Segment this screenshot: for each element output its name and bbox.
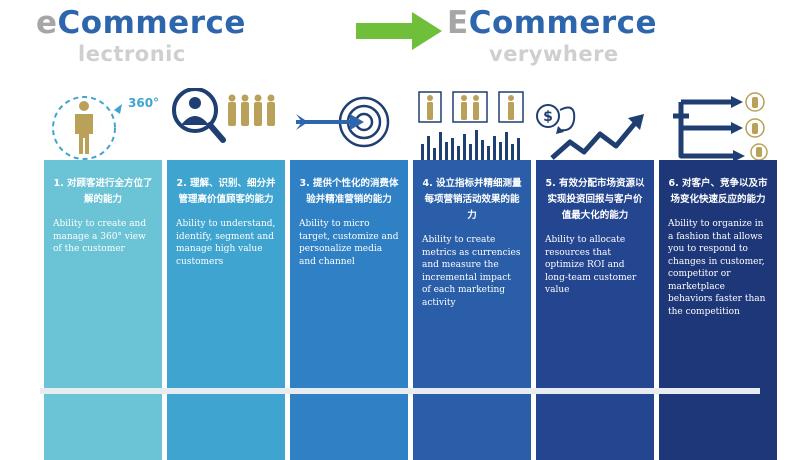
panel-5-heading: 5. 有效分配市场资源以实现投资回报与客户价值最大化的能力 xyxy=(545,178,645,221)
panel-bar-4: 4. 设立指标并精细测量每项营销活动效果的能力 Ability to creat… xyxy=(413,160,531,460)
dollar-growth-icon: $ xyxy=(536,88,654,160)
panel-1-heading: 1. 对顾客进行全方位了解的能力 xyxy=(53,178,153,205)
ecommerce-right-initial: E xyxy=(447,5,469,41)
target-arrow-icon xyxy=(290,88,408,160)
panel-bar-1: 1. 对顾客进行全方位了解的能力 Ability to create and m… xyxy=(44,160,162,460)
ecommerce-right-subtitle: verywhere xyxy=(489,42,619,66)
magnifier-people-icon xyxy=(167,87,285,160)
ecommerce-left-title: eCommerce xyxy=(36,8,246,39)
ecommerce-left-main: Commerce xyxy=(57,5,246,41)
panel-6-heading: 6. 对客户、竞争以及市场变化快速反应的能力 xyxy=(668,178,768,205)
ecommerce-left-subtitle: lectronic xyxy=(78,42,186,66)
panel-bar-6: 6. 对客户、竞争以及市场变化快速反应的能力 Ability to organi… xyxy=(659,160,777,460)
panel-4-description: Ability to create metrics as currencies … xyxy=(422,235,521,308)
network-e-icon xyxy=(659,88,777,162)
capability-panel-3: 3. 提供个性化的消费体验并精准营销的能力 Ability to micro t… xyxy=(290,88,408,460)
ecommerce-right-main: Commerce xyxy=(468,5,658,41)
capability-panel-6: 6. 对客户、竞争以及市场变化快速反应的能力 Ability to organi… xyxy=(659,88,777,460)
panel-1-description: Ability to create and manage a 360° view… xyxy=(53,219,147,254)
capability-panel-1: 360° 1. 对顾客进行全方位了解的能力 Ability to create … xyxy=(44,88,162,460)
people-metrics-icon xyxy=(413,88,531,160)
right-arrow-icon xyxy=(356,12,442,50)
panel-bar-3: 3. 提供个性化的消费体验并精准营销的能力 Ability to micro t… xyxy=(290,160,408,460)
panel-3-heading: 3. 提供个性化的消费体验并精准营销的能力 xyxy=(299,178,399,205)
panel-6-description: Ability to organize in a fashion that al… xyxy=(668,219,766,317)
capability-panel-4: 4. 设立指标并精细测量每项营销活动效果的能力 Ability to creat… xyxy=(413,88,531,460)
header: eCommerce lectronic ECommerce verywhere xyxy=(0,0,800,80)
panel-2-heading: 2. 理解、识别、细分并管理高价值顾客的能力 xyxy=(176,178,276,205)
person-360-icon: 360° xyxy=(44,88,162,160)
panel-4-heading: 4. 设立指标并精细测量每项营销活动效果的能力 xyxy=(422,178,522,221)
panel-bar-2: 2. 理解、识别、细分并管理高价值顾客的能力 Ability to unders… xyxy=(167,160,285,460)
badge-360: 360° xyxy=(128,96,159,110)
panel-3-description: Ability to micro target, customize and p… xyxy=(299,219,399,267)
ecommerce-right-title: ECommerce xyxy=(447,8,657,39)
base-strip xyxy=(40,388,760,394)
ecommerce-left-initial: e xyxy=(36,5,58,41)
panel-2-description: Ability to understand, identify, segment… xyxy=(176,219,276,267)
capability-panel-2: 2. 理解、识别、细分并管理高价值顾客的能力 Ability to unders… xyxy=(167,87,285,460)
panel-5-description: Ability to allocate resources that optim… xyxy=(545,235,637,295)
svg-text:$: $ xyxy=(543,109,553,125)
capability-panel-5: $ 5. 有效分配市场资源以实现投资回报与客户价值最大化的能力 Ability … xyxy=(536,88,654,460)
panel-bar-5: 5. 有效分配市场资源以实现投资回报与客户价值最大化的能力 Ability to… xyxy=(536,160,654,460)
